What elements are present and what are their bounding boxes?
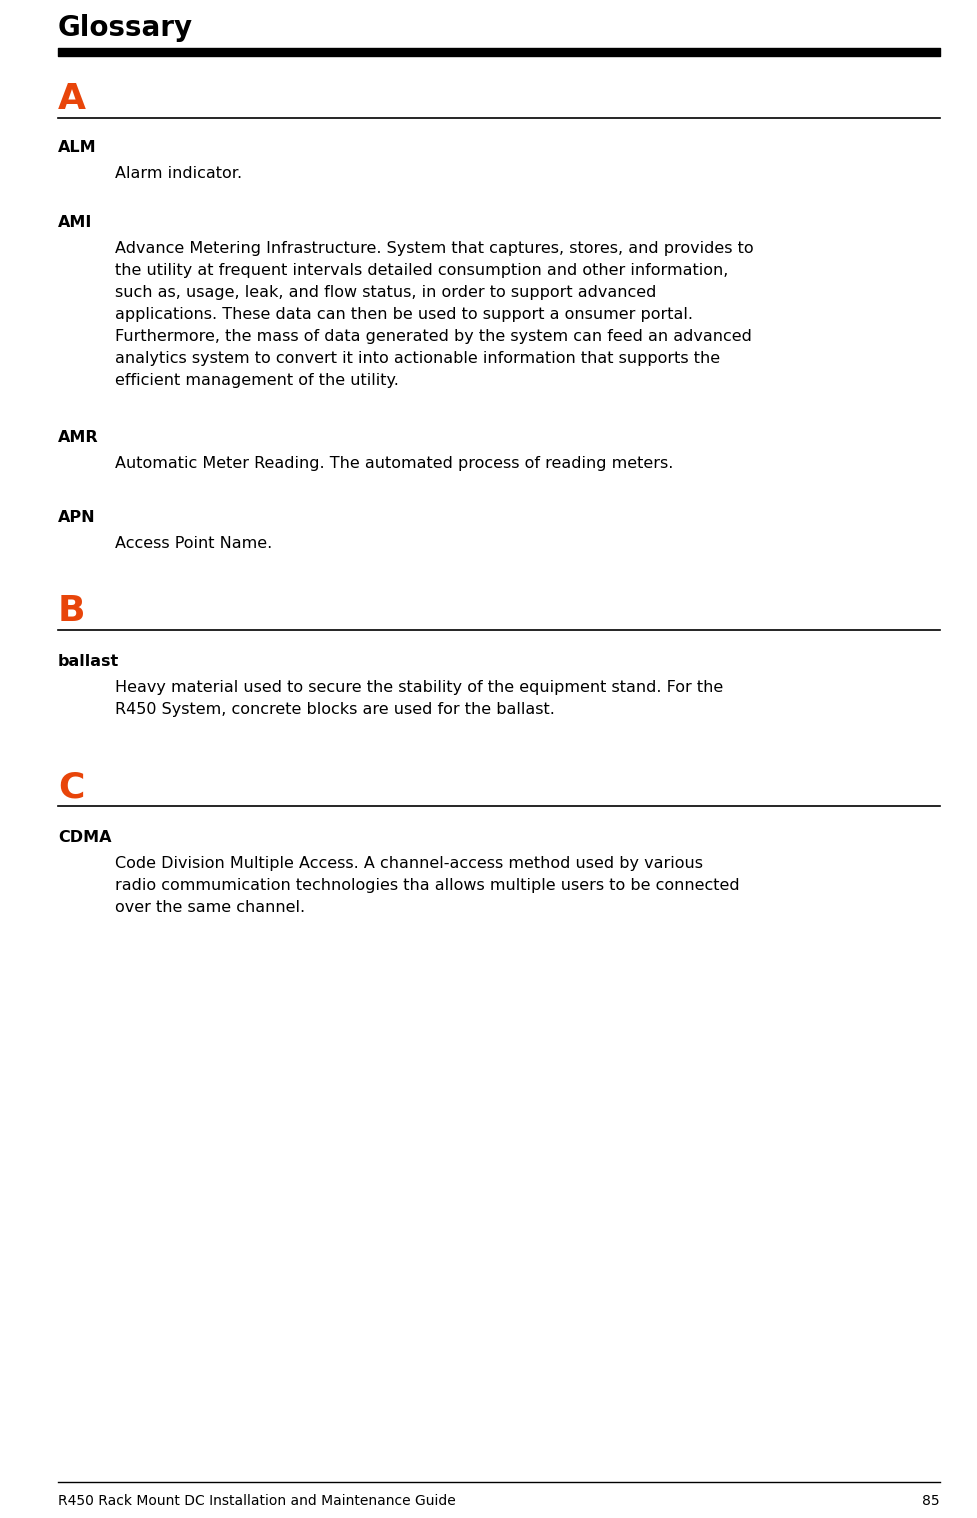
Text: CDMA: CDMA xyxy=(58,830,111,846)
Text: B: B xyxy=(58,594,86,628)
Text: radio commumication technologies tha allows multiple users to be connected: radio commumication technologies tha all… xyxy=(115,877,740,893)
Text: A: A xyxy=(58,82,86,115)
Text: 85: 85 xyxy=(922,1494,940,1507)
Text: Automatic Meter Reading. The automated process of reading meters.: Automatic Meter Reading. The automated p… xyxy=(115,455,673,471)
Text: over the same channel.: over the same channel. xyxy=(115,900,305,915)
Text: Furthermore, the mass of data generated by the system can feed an advanced: Furthermore, the mass of data generated … xyxy=(115,329,752,345)
Text: ballast: ballast xyxy=(58,654,119,669)
Text: Glossary: Glossary xyxy=(58,14,193,43)
Text: Code Division Multiple Access. A channel-access method used by various: Code Division Multiple Access. A channel… xyxy=(115,856,703,871)
Text: APN: APN xyxy=(58,510,96,525)
Text: such as, usage, leak, and flow status, in order to support advanced: such as, usage, leak, and flow status, i… xyxy=(115,285,657,301)
Text: analytics system to convert it into actionable information that supports the: analytics system to convert it into acti… xyxy=(115,351,720,366)
Text: Alarm indicator.: Alarm indicator. xyxy=(115,165,242,181)
Text: AMR: AMR xyxy=(58,430,99,445)
Text: ALM: ALM xyxy=(58,140,97,155)
Text: applications. These data can then be used to support a onsumer portal.: applications. These data can then be use… xyxy=(115,307,693,322)
Text: C: C xyxy=(58,770,84,805)
Text: Heavy material used to secure the stability of the equipment stand. For the: Heavy material used to secure the stabil… xyxy=(115,680,723,695)
Text: R450 System, concrete blocks are used for the ballast.: R450 System, concrete blocks are used fo… xyxy=(115,701,555,716)
Text: efficient management of the utility.: efficient management of the utility. xyxy=(115,373,399,389)
Text: Access Point Name.: Access Point Name. xyxy=(115,536,273,551)
Text: R450 Rack Mount DC Installation and Maintenance Guide: R450 Rack Mount DC Installation and Main… xyxy=(58,1494,455,1507)
Text: AMI: AMI xyxy=(58,216,93,231)
Text: the utility at frequent intervals detailed consumption and other information,: the utility at frequent intervals detail… xyxy=(115,263,729,278)
Text: Advance Metering Infrastructure. System that captures, stores, and provides to: Advance Metering Infrastructure. System … xyxy=(115,241,753,257)
